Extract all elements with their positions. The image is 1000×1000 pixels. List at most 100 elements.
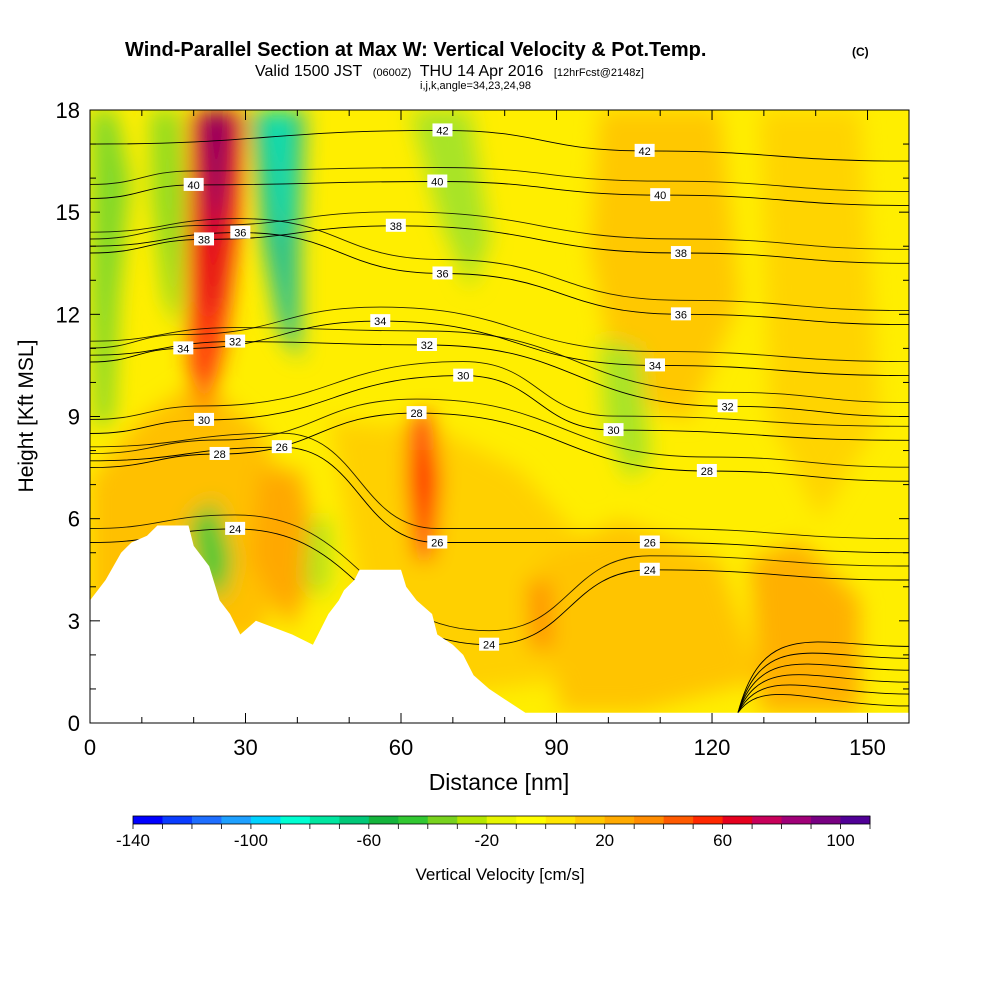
theta-contour-minor [90, 361, 909, 427]
theta-contour-32 [90, 341, 909, 417]
colorbar-swatch [457, 816, 488, 824]
contour-label-text: 36 [675, 309, 687, 321]
subtitle-valid: Valid 1500 JST [255, 63, 363, 80]
theta-contour-minor [90, 306, 909, 363]
theta-contour-minor [90, 218, 909, 312]
contour-label-36: 36 [670, 307, 691, 321]
contour-label-text: 32 [721, 401, 733, 413]
theta-contour-minor [90, 432, 909, 540]
theta-contour-38 [90, 225, 909, 264]
theta-contour-42 [90, 129, 909, 162]
contour-label-text: 38 [198, 234, 210, 246]
chart-subtitle: Valid 1500 JST (0600Z) THU 14 Apr 2016 [… [255, 63, 644, 80]
y-axis-label: Height [Kft MSL] [15, 340, 38, 493]
x-tick-label: 90 [544, 735, 568, 760]
colorbar-swatch [162, 816, 193, 824]
contour-label-40: 40 [183, 177, 204, 192]
colorbar-swatch [693, 816, 724, 824]
contour-label-34: 34 [645, 358, 666, 372]
subtitle-utc: (0600Z) [373, 67, 412, 79]
contour-label-text: 34 [649, 360, 661, 372]
contour-label-32: 32 [416, 337, 437, 352]
colorbar-swatch [309, 816, 340, 824]
y-tick-label: 0 [68, 711, 80, 736]
theta-contour-28 [90, 412, 909, 482]
x-tick-label: 60 [389, 735, 413, 760]
colorbar-label: Vertical Velocity [cm/s] [415, 865, 584, 884]
colorbar-tick-label: -60 [357, 831, 382, 850]
theta-contour-minor [90, 327, 909, 403]
chart-subtitle-indices: i,j,k,angle=34,23,24,98 [420, 80, 531, 92]
contour-label-text: 42 [639, 146, 651, 158]
contour-label-36: 36 [230, 225, 251, 240]
plot-area: 24 24 24 26 26 26 28 28 28 30 30 30 32 32 32 34 34 34 36 36… [90, 110, 909, 723]
theta-contour-minor [90, 211, 909, 250]
colorbar-swatch [486, 816, 517, 824]
contour-label-26: 26 [639, 535, 660, 550]
contour-label-30: 30 [194, 412, 215, 427]
contour-label-38: 38 [670, 246, 691, 260]
theta-contour-surface [737, 652, 909, 713]
contour-label-40: 40 [427, 174, 448, 189]
contour-label-text: 40 [654, 190, 666, 202]
contour-label-text: 28 [701, 466, 713, 478]
contour-label-text: 28 [213, 449, 225, 461]
contour-label-38: 38 [385, 218, 406, 233]
theta-contour-minor [90, 167, 909, 192]
y-tick-label: 12 [56, 302, 80, 327]
contour-label-28: 28 [209, 446, 230, 461]
y-tick-label: 6 [68, 507, 80, 532]
contour-label-32: 32 [225, 334, 246, 349]
contour-label-text: 24 [483, 640, 495, 652]
contour-label-text: 40 [431, 177, 443, 189]
x-tick-label: 30 [233, 735, 257, 760]
contour-label-text: 32 [229, 337, 241, 349]
y-tick-label: 3 [68, 609, 80, 634]
contour-label-text: 24 [644, 565, 656, 577]
colorbar-swatch [634, 816, 665, 824]
x-tick-label: 120 [694, 735, 731, 760]
colorbar-swatch [575, 816, 606, 824]
colorbar-frame [132, 815, 871, 825]
colorbar-tick-label: -140 [116, 831, 150, 850]
colorbar-swatch [280, 816, 311, 824]
colorbar-tick-label: -20 [474, 831, 499, 850]
subtitle-forecast: [12hrFcst@2148z] [554, 67, 644, 79]
theta-contour-surface [737, 674, 909, 713]
colorbar-swatch [840, 816, 871, 824]
colorbar-swatch [427, 816, 458, 824]
x-tick-label: 0 [84, 735, 96, 760]
x-tick-label: 150 [849, 735, 886, 760]
colorbar-swatch [133, 816, 163, 824]
contour-label-text: 34 [177, 343, 189, 355]
subtitle-date: THU 14 Apr 2016 [420, 63, 544, 80]
contour-label-text: 40 [188, 180, 200, 192]
contour-label-30: 30 [603, 423, 624, 437]
x-axis-label: Distance [nm] [429, 769, 570, 795]
terrain-mask [90, 525, 909, 723]
colorbar-swatch [221, 816, 252, 824]
theta-contour-minor [90, 398, 909, 468]
contour-label-text: 26 [644, 538, 656, 550]
contour-label-36: 36 [432, 266, 453, 280]
colorbar-swatch [250, 816, 281, 824]
colorbar-swatch [191, 816, 222, 824]
contour-label-42: 42 [432, 123, 453, 137]
contour-label-text: 24 [229, 524, 241, 536]
chart-title-unit: (C) [852, 45, 869, 59]
contour-label-24: 24 [479, 637, 500, 652]
contour-label-32: 32 [717, 399, 738, 413]
contour-labels: 24 24 24 26 26 26 28 28 28 30 30 30 32 32 32 34 34 34 36 36… [173, 123, 738, 652]
contour-label-text: 38 [390, 221, 402, 233]
colorbar-tick-label: 100 [826, 831, 854, 850]
contour-label-40: 40 [650, 188, 671, 202]
colorbar-tick-label: 60 [713, 831, 732, 850]
contour-label-text: 42 [436, 125, 448, 137]
contour-label-38: 38 [194, 232, 215, 246]
contour-label-text: 32 [421, 340, 433, 352]
colorbar-tick-label: -100 [234, 831, 268, 850]
colorbar-swatch [663, 816, 694, 824]
colorbar-swatch [545, 816, 576, 824]
